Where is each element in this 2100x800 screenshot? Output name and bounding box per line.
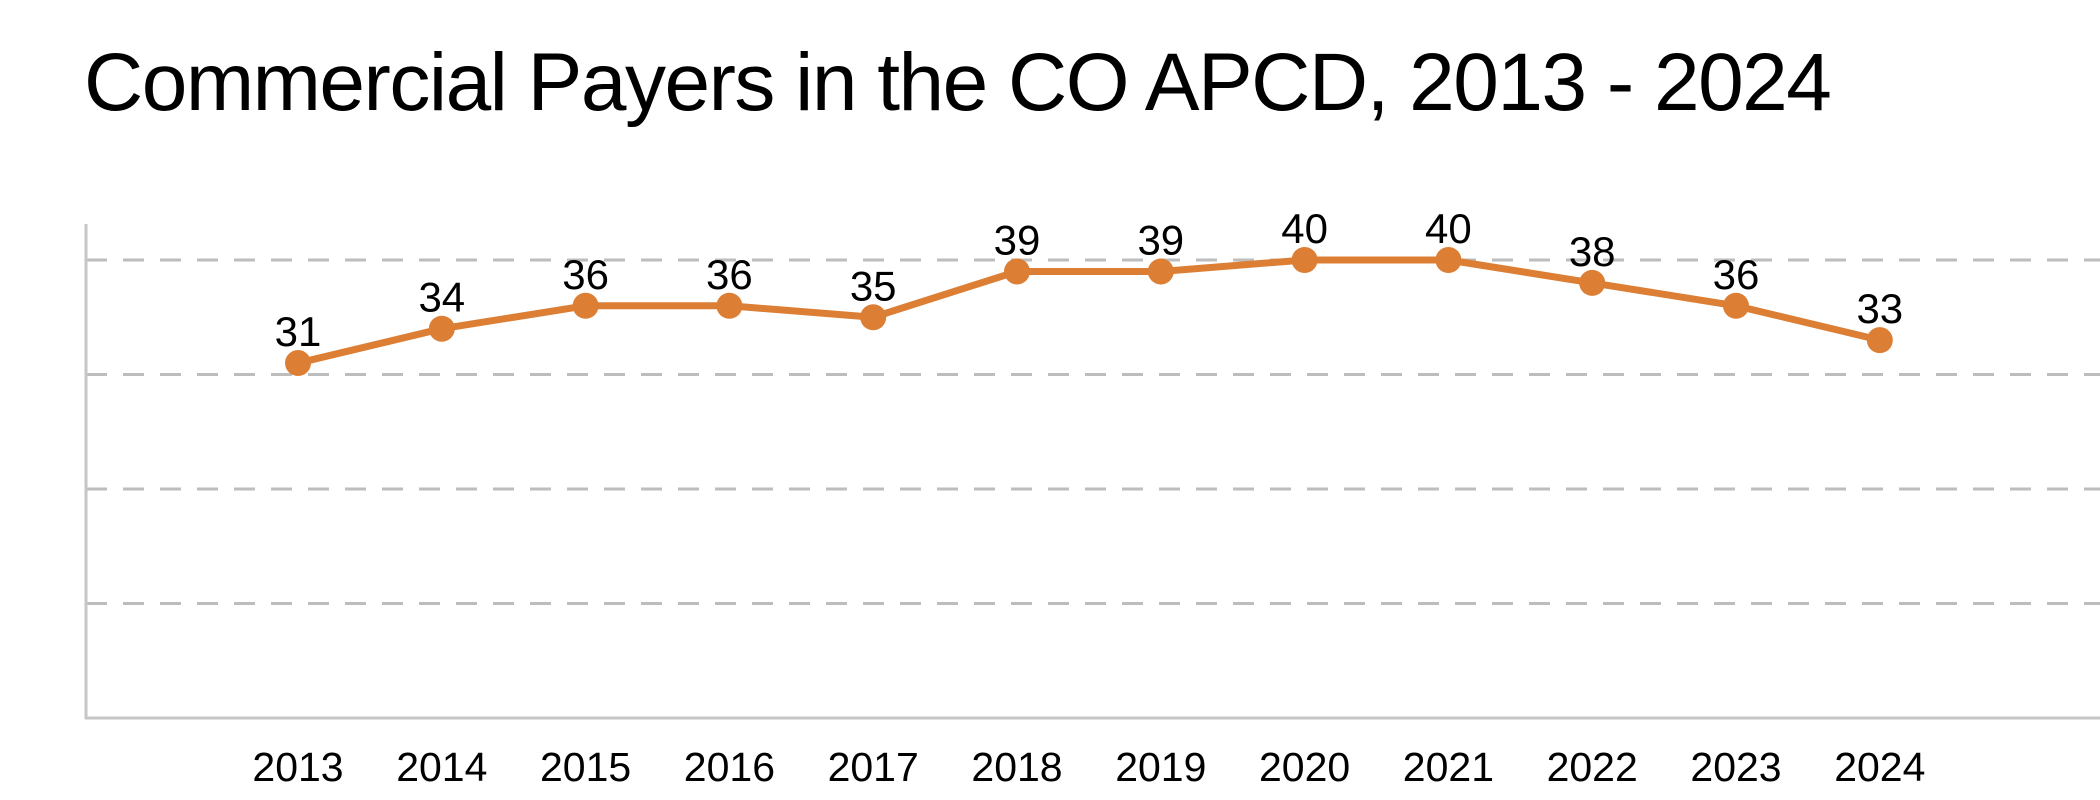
x-tick-label: 2014 <box>396 744 487 790</box>
data-point <box>1147 258 1174 285</box>
x-tick-label: 2021 <box>1403 744 1494 790</box>
x-tick-label: 2015 <box>540 744 631 790</box>
data-point-label: 36 <box>562 251 609 298</box>
data-point <box>285 350 311 377</box>
x-tick-label: 2023 <box>1690 744 1781 790</box>
data-point-label: 39 <box>994 216 1041 263</box>
data-point-label: 38 <box>1569 228 1616 275</box>
data-point-label: 36 <box>706 251 753 298</box>
data-point-label: 36 <box>1713 251 1760 298</box>
data-point <box>1723 292 1749 319</box>
data-point <box>1579 269 1606 296</box>
data-point <box>860 304 887 331</box>
x-tick-label: 2013 <box>252 744 343 790</box>
x-tick-label: 2019 <box>1115 744 1206 790</box>
data-point-label: 31 <box>275 308 322 355</box>
x-tick-label: 2017 <box>828 744 919 790</box>
data-point-label: 40 <box>1425 205 1472 252</box>
x-tick-label: 2016 <box>684 744 775 790</box>
data-point-label: 34 <box>418 274 465 321</box>
data-point <box>1004 258 1030 285</box>
data-point-label: 35 <box>850 262 897 309</box>
data-point <box>1291 247 1318 273</box>
data-point-label: 39 <box>1137 216 1184 263</box>
data-point <box>572 292 599 319</box>
x-tick-label: 2022 <box>1547 744 1638 790</box>
data-point <box>428 315 455 342</box>
data-point-label: 33 <box>1856 285 1903 332</box>
data-point <box>716 292 743 319</box>
series-line <box>294 256 1884 367</box>
x-tick-label: 2024 <box>1834 744 1925 790</box>
x-tick-label: 2020 <box>1259 744 1350 790</box>
data-point <box>1435 247 1462 273</box>
x-tick-label: 2018 <box>971 744 1062 790</box>
data-point <box>1866 327 1893 354</box>
chart-title: Commercial Payers in the CO APCD, 2013 -… <box>84 37 1832 128</box>
data-point-label: 40 <box>1281 205 1328 252</box>
